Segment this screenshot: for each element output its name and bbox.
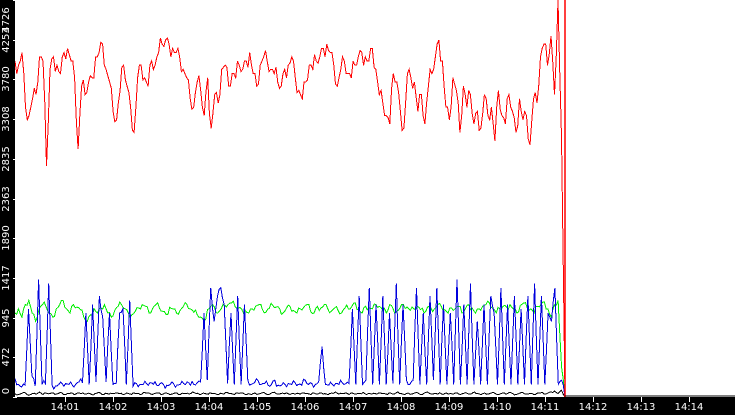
x-tick-label: 14:12	[578, 402, 608, 413]
x-tick-label: 14:08	[386, 402, 416, 413]
x-tick-label: 14:14	[674, 402, 704, 413]
y-tick-mark	[13, 318, 17, 319]
series-green-line	[14, 298, 566, 398]
x-tick-label: 14:05	[242, 402, 272, 413]
x-tick-mark	[593, 397, 594, 402]
x-tick-mark	[113, 397, 114, 402]
x-tick-label: 14:06	[290, 402, 320, 413]
x-axis	[0, 397, 735, 415]
y-tick-label: 2835	[1, 146, 12, 172]
series-blue-line	[14, 279, 566, 398]
x-tick-mark	[641, 397, 642, 402]
y-tick-label: 2363	[1, 186, 12, 212]
y-tick-mark	[13, 119, 17, 120]
x-tick-mark	[209, 397, 210, 402]
y-tick-mark	[13, 397, 17, 398]
y-axis	[0, 0, 15, 415]
x-tick-mark	[65, 397, 66, 402]
x-tick-label: 14:04	[194, 402, 224, 413]
y-tick-mark	[13, 199, 17, 200]
y-tick-label: 1417	[1, 265, 12, 291]
y-tick-mark	[13, 0, 17, 1]
y-tick-label: 3780	[1, 66, 12, 92]
series-black-line	[14, 389, 566, 398]
y-tick-label: 945	[1, 308, 12, 328]
y-tick-mark	[13, 238, 17, 239]
x-tick-label: 14:03	[146, 402, 176, 413]
x-tick-label: 14:01	[50, 402, 80, 413]
x-tick-mark	[353, 397, 354, 402]
x-tick-mark	[449, 397, 450, 402]
x-tick-label: 14:13	[626, 402, 656, 413]
x-tick-label: 14:07	[338, 402, 368, 413]
y-tick-mark	[13, 278, 17, 279]
y-tick-mark	[13, 159, 17, 160]
x-tick-label: 14:02	[98, 402, 128, 413]
x-tick-label: 14:10	[482, 402, 512, 413]
x-tick-mark	[497, 397, 498, 402]
x-tick-mark	[305, 397, 306, 402]
y-tick-mark	[13, 40, 17, 41]
x-tick-mark	[257, 397, 258, 402]
x-tick-label: 14:09	[434, 402, 464, 413]
y-tick-label: 4726	[1, 7, 12, 33]
y-tick-label: 3308	[1, 106, 12, 132]
x-tick-label: 14:11	[530, 402, 560, 413]
y-tick-label: 472	[1, 347, 12, 367]
x-tick-mark	[401, 397, 402, 402]
x-tick-mark	[689, 397, 690, 402]
series-red-line	[14, 0, 566, 398]
y-tick-mark	[13, 357, 17, 358]
x-tick-mark	[545, 397, 546, 402]
y-tick-mark	[13, 79, 17, 80]
x-tick-mark	[161, 397, 162, 402]
y-tick-label: 1890	[1, 225, 12, 251]
